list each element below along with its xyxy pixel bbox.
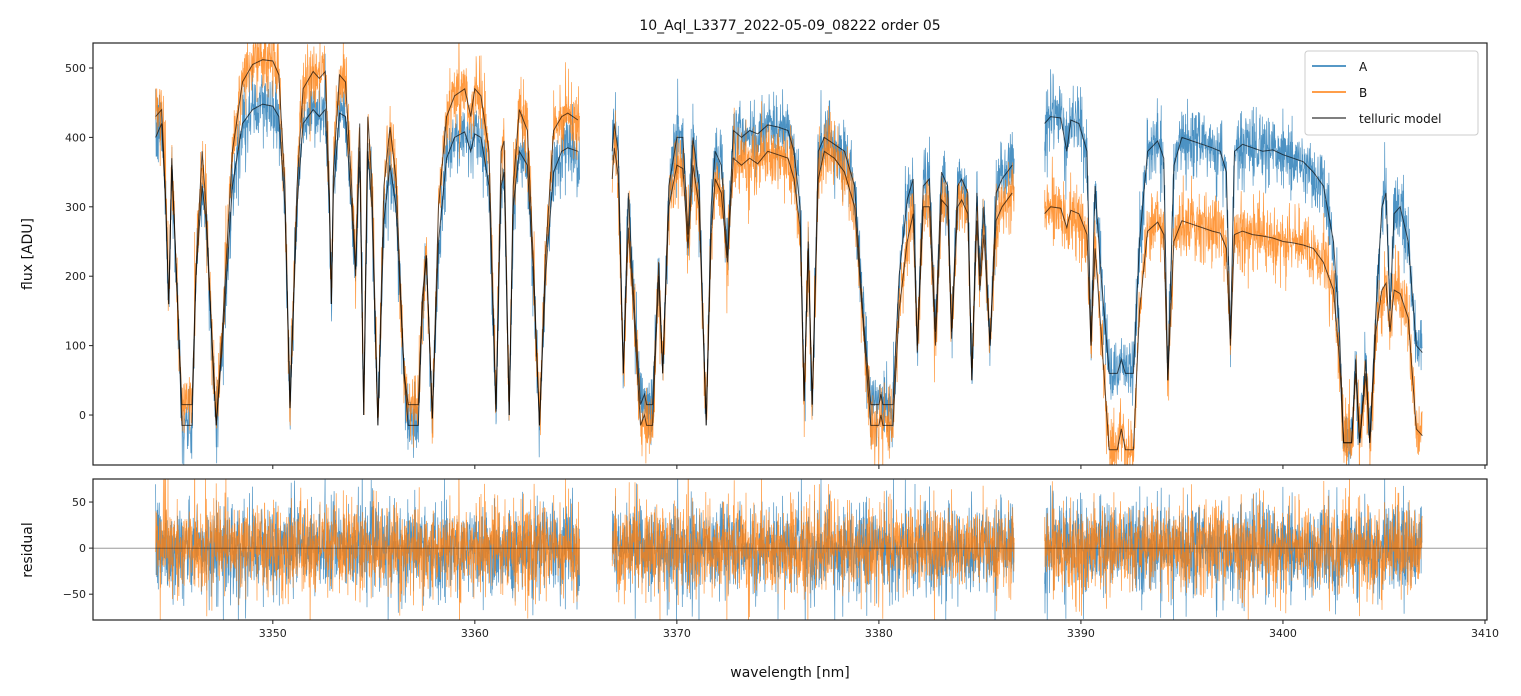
x-axis-label: wavelength [nm] [730,665,849,681]
x-tick-label: 3380 [865,627,893,640]
top-y-tick-label: 300 [65,201,86,214]
residual-y-axis-label: residual [20,522,36,577]
top-y-axis-label: flux [ADU] [20,218,36,290]
x-tick-label: 3350 [259,627,287,640]
top-y-tick-label: 400 [65,131,86,144]
x-tick-label: 3390 [1067,627,1095,640]
legend-label-model: telluric model [1359,112,1441,126]
top-plot-area [155,43,1423,465]
series-b-residual [155,479,1423,620]
top-y-tick-label: 500 [65,62,86,75]
legend-box [1304,50,1479,136]
chart-title: 10_Aql_L3377_2022-05-09_08222 order 05 [639,18,940,34]
residual-plot-area [93,479,1487,620]
x-tick-label: 3400 [1269,627,1297,640]
residual-axes-frame [92,478,1488,621]
residual-y-tick-label: 0 [79,542,86,555]
telluric-model-b [155,59,1423,451]
top-y-tick-label: 100 [65,340,86,353]
residual-y-tick-label: −50 [63,588,86,601]
top-y-tick-label: 200 [65,270,86,283]
residual-y-tick-label: 50 [72,496,86,509]
legend-label-a: A [1359,60,1368,74]
x-tick-label: 3410 [1471,627,1499,640]
top-y-tick-label: 0 [79,409,86,422]
x-tick-label: 3370 [663,627,691,640]
legend-label-b: B [1359,86,1367,100]
top-axes-frame [92,42,1488,466]
x-tick-label: 3360 [461,627,489,640]
legend: A B telluric model [1304,50,1479,136]
